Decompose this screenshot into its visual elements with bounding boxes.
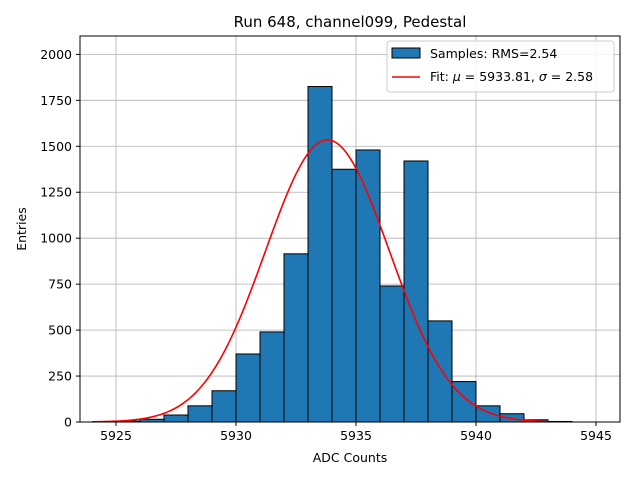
legend-fit-label: Fit: μ = 5933.81, σ = 2.58	[430, 69, 593, 84]
chart-title: Run 648, channel099, Pedestal	[234, 13, 467, 31]
y-tick-label: 1500	[40, 139, 72, 154]
y-tick-label: 1000	[40, 231, 72, 246]
histogram-bar	[163, 414, 189, 423]
histogram-bar	[331, 168, 357, 423]
y-axis-label: Entries	[14, 207, 29, 251]
histogram-bar	[235, 353, 261, 423]
y-tick-label: 0	[64, 415, 72, 430]
histogram-bar	[427, 320, 453, 423]
legend: Samples: RMS=2.54 Fit: μ = 5933.81, σ = …	[386, 40, 615, 93]
x-axis-label: ADC Counts	[313, 450, 388, 465]
y-tick-label: 1250	[40, 185, 72, 200]
y-tick-label: 500	[48, 323, 72, 338]
plot-frame	[79, 35, 621, 423]
legend-box	[386, 40, 615, 93]
x-tick-label: 5930	[220, 428, 252, 443]
x-tick-label: 5935	[340, 428, 372, 443]
y-tick-label: 1750	[40, 93, 72, 108]
histogram-bar	[451, 381, 477, 423]
histogram-bar	[187, 405, 213, 423]
histogram-bar	[283, 253, 309, 423]
histogram-bar	[259, 331, 285, 423]
histogram-bar	[211, 390, 237, 423]
y-tick-label: 750	[48, 277, 72, 292]
histogram-bar	[379, 285, 405, 423]
axis-ticks: 5925 5930 5935 5940 5945 0 250 500 750 1000 1250 15…	[40, 47, 612, 443]
gaussian-fit-curve	[91, 139, 549, 423]
x-tick-label: 5945	[580, 428, 612, 443]
y-tick-label: 2000	[40, 47, 72, 62]
histogram-bars	[115, 86, 573, 423]
x-tick-label: 5925	[100, 428, 132, 443]
histogram-bar	[307, 86, 333, 423]
histogram-bar	[355, 149, 381, 423]
histogram-bar	[403, 160, 429, 423]
x-tick-label: 5940	[460, 428, 492, 443]
y-tick-label: 250	[48, 369, 72, 384]
legend-bars-label: Samples: RMS=2.54	[430, 46, 557, 61]
legend-bars-swatch	[391, 47, 421, 59]
